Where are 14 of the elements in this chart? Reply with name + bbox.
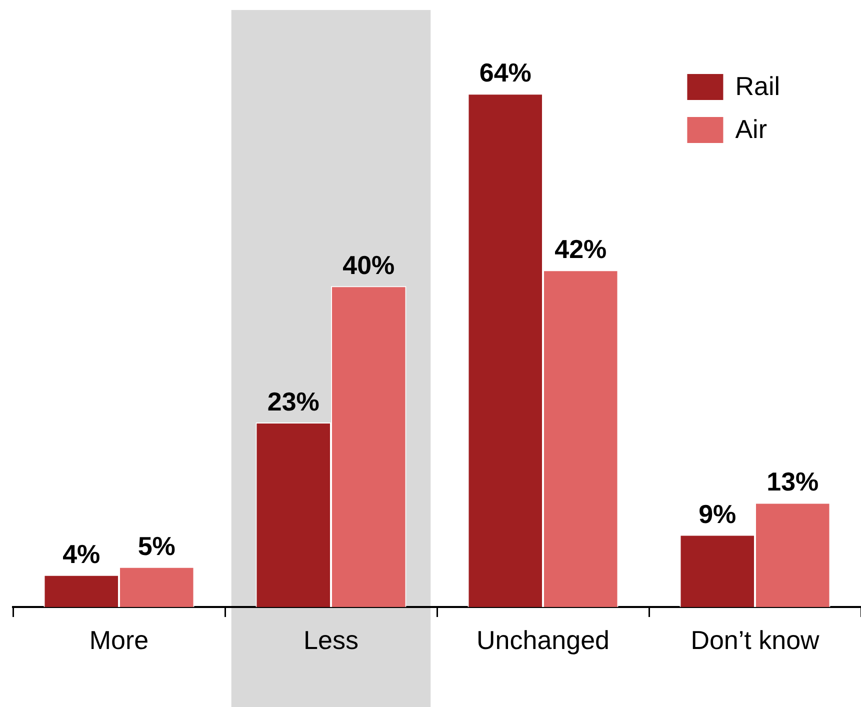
data-label: 40% (342, 250, 395, 280)
data-label: 9% (698, 498, 736, 529)
data-label: 64% (479, 58, 532, 88)
x-tick-label: Less (304, 624, 358, 655)
x-tick-label: Unchanged (476, 624, 610, 655)
data-label: 42% (554, 234, 607, 264)
legend-label: Air (735, 114, 768, 144)
data-label: 13% (766, 466, 819, 497)
data-label: 5% (138, 530, 176, 561)
legend-label: Rail (735, 71, 780, 102)
x-tick-label: Don’t know (690, 624, 820, 655)
data-label: 4% (62, 538, 100, 569)
data-label: 23% (267, 386, 320, 416)
x-tick-label: More (89, 624, 149, 655)
